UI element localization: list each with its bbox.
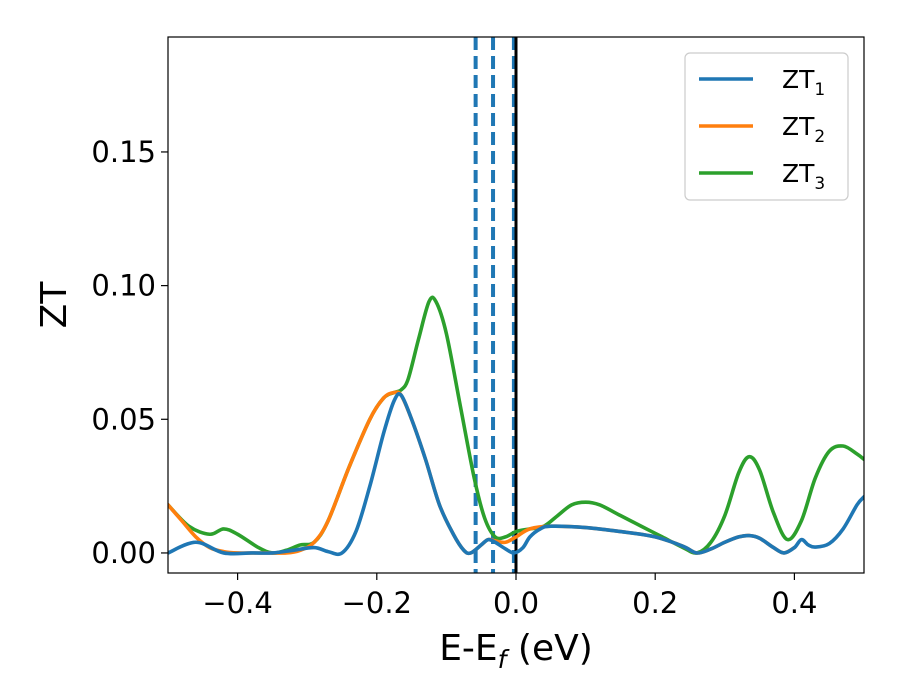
- legend-box: [684, 52, 849, 201]
- y-axis-title: ZT: [34, 281, 75, 329]
- series-line-zt1: [168, 392, 864, 557]
- x-axis-title: E-Ef (eV): [439, 628, 593, 674]
- x-axis-title-unit: (eV): [506, 628, 592, 669]
- legend-label-zt1: ZT1: [782, 65, 825, 100]
- x-tick-label: 0.4: [771, 586, 817, 620]
- series-line-zt3: [168, 295, 864, 555]
- legend-label-zt3: ZT3: [782, 159, 825, 194]
- x-tick-label: −0.4: [202, 586, 272, 620]
- y-tick-label: 0.15: [91, 135, 156, 169]
- y-tick-label: 0.10: [91, 269, 156, 303]
- series-line-zt2: [168, 390, 797, 556]
- x-axis-title-main: E-E: [439, 628, 497, 669]
- x-tick-label: 0.2: [632, 586, 678, 620]
- y-tick-label: 0.05: [91, 402, 156, 436]
- y-tick-label: 0.00: [91, 536, 156, 570]
- x-tick-label: 0.0: [493, 586, 539, 620]
- legend-label-zt2: ZT2: [782, 112, 825, 147]
- legend: ZT1 ZT2 ZT3: [684, 52, 849, 201]
- x-tick-label: −0.2: [342, 586, 412, 620]
